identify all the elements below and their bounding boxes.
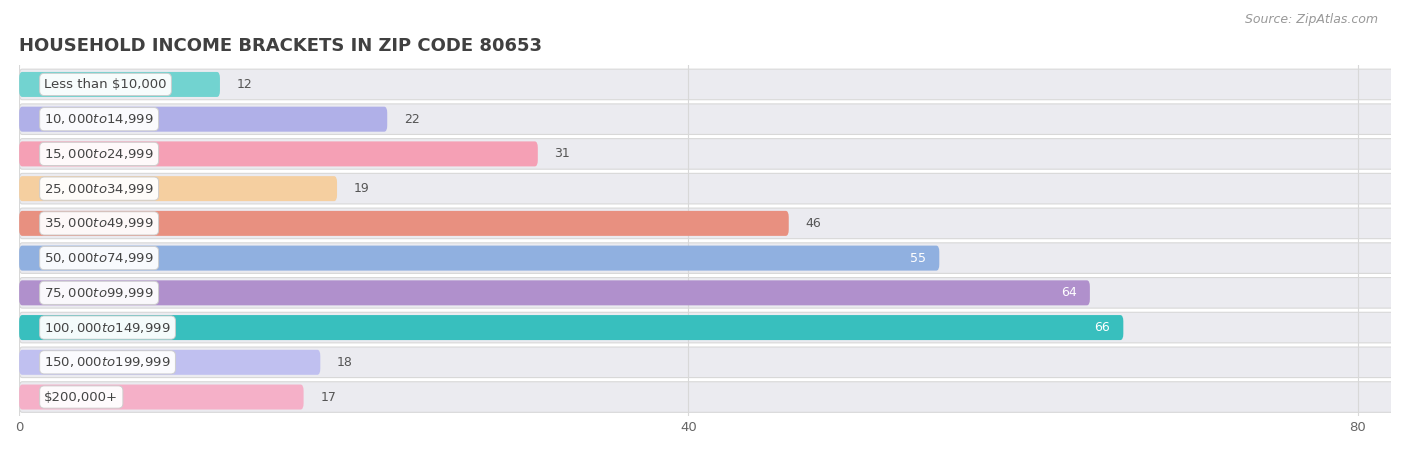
- Text: 55: 55: [910, 251, 927, 264]
- FancyBboxPatch shape: [20, 139, 1406, 169]
- FancyBboxPatch shape: [20, 277, 1406, 308]
- FancyBboxPatch shape: [20, 313, 1406, 343]
- FancyBboxPatch shape: [20, 72, 219, 97]
- FancyBboxPatch shape: [20, 382, 1406, 412]
- Text: $150,000 to $199,999: $150,000 to $199,999: [44, 355, 170, 370]
- FancyBboxPatch shape: [20, 246, 939, 271]
- Text: 31: 31: [554, 147, 571, 160]
- FancyBboxPatch shape: [20, 208, 1406, 239]
- FancyBboxPatch shape: [20, 173, 1406, 204]
- Text: 22: 22: [404, 113, 420, 126]
- FancyBboxPatch shape: [20, 384, 304, 409]
- Text: Source: ZipAtlas.com: Source: ZipAtlas.com: [1244, 13, 1378, 26]
- Text: $25,000 to $34,999: $25,000 to $34,999: [44, 182, 155, 196]
- Text: 18: 18: [337, 356, 353, 369]
- Text: $35,000 to $49,999: $35,000 to $49,999: [44, 216, 155, 230]
- FancyBboxPatch shape: [20, 315, 1123, 340]
- FancyBboxPatch shape: [20, 350, 321, 375]
- FancyBboxPatch shape: [20, 211, 789, 236]
- Text: $50,000 to $74,999: $50,000 to $74,999: [44, 251, 155, 265]
- FancyBboxPatch shape: [20, 176, 337, 201]
- Text: 17: 17: [321, 391, 336, 404]
- Text: $75,000 to $99,999: $75,000 to $99,999: [44, 286, 155, 300]
- Text: $10,000 to $14,999: $10,000 to $14,999: [44, 112, 155, 126]
- FancyBboxPatch shape: [20, 104, 1406, 134]
- FancyBboxPatch shape: [20, 107, 387, 132]
- Text: 12: 12: [236, 78, 253, 91]
- Text: 66: 66: [1094, 321, 1109, 334]
- FancyBboxPatch shape: [20, 243, 1406, 273]
- Text: Less than $10,000: Less than $10,000: [44, 78, 167, 91]
- Text: 19: 19: [354, 182, 370, 195]
- FancyBboxPatch shape: [20, 347, 1406, 378]
- Text: HOUSEHOLD INCOME BRACKETS IN ZIP CODE 80653: HOUSEHOLD INCOME BRACKETS IN ZIP CODE 80…: [20, 37, 543, 55]
- Text: $100,000 to $149,999: $100,000 to $149,999: [44, 321, 170, 335]
- Text: 46: 46: [806, 217, 821, 230]
- FancyBboxPatch shape: [20, 69, 1406, 100]
- Text: $200,000+: $200,000+: [44, 391, 118, 404]
- Text: 64: 64: [1060, 286, 1077, 299]
- FancyBboxPatch shape: [20, 280, 1090, 305]
- FancyBboxPatch shape: [20, 141, 538, 167]
- Text: $15,000 to $24,999: $15,000 to $24,999: [44, 147, 155, 161]
